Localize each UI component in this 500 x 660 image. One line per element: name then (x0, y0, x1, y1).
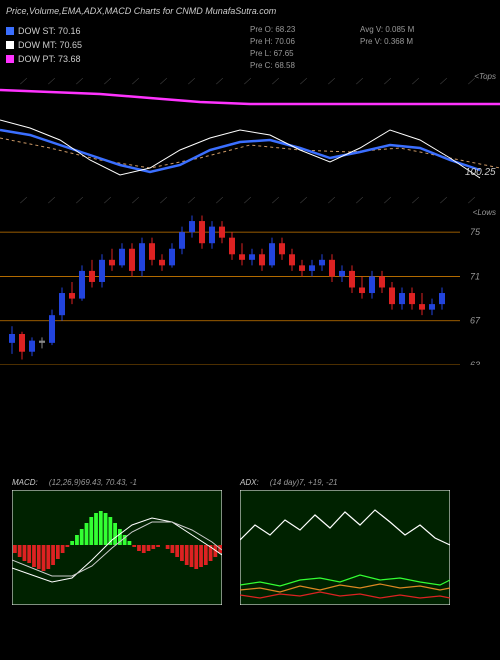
svg-text:⟋: ⟋ (355, 196, 364, 205)
legend-label: DOW PT: 73.68 (18, 52, 81, 66)
svg-text:⟋: ⟋ (187, 196, 196, 205)
svg-text:⟋: ⟋ (271, 77, 280, 86)
svg-text:100.25: 100.25 (465, 167, 496, 178)
upper-axis-top: <Tops (474, 72, 496, 81)
svg-text:⟋: ⟋ (327, 77, 336, 86)
svg-text:⟋: ⟋ (159, 77, 168, 86)
svg-text:⟋: ⟋ (271, 196, 280, 205)
svg-text:75: 75 (470, 227, 481, 237)
svg-text:67: 67 (470, 316, 481, 326)
svg-text:⟋: ⟋ (439, 77, 448, 86)
svg-text:⟋: ⟋ (47, 196, 56, 205)
svg-text:⟋: ⟋ (327, 196, 336, 205)
svg-text:⟋: ⟋ (383, 196, 392, 205)
stat-row: Pre L: 67.65 (250, 48, 350, 60)
legend-item: DOW PT: 73.68 (6, 52, 82, 66)
stat-row: Avg V: 0.085 M (360, 24, 460, 36)
svg-text:71: 71 (470, 271, 480, 281)
legend-label: DOW MT: 70.65 (18, 38, 82, 52)
svg-text:⟋: ⟋ (103, 77, 112, 86)
stat-row: Pre V: 0.368 M (360, 36, 460, 48)
svg-text:⟋: ⟋ (467, 196, 476, 205)
legend-swatch (6, 55, 14, 63)
adx-chart (240, 490, 450, 605)
svg-text:⟋: ⟋ (215, 196, 224, 205)
svg-text:⟋: ⟋ (131, 77, 140, 86)
svg-text:⟋: ⟋ (103, 196, 112, 205)
svg-text:⟋: ⟋ (383, 77, 392, 86)
svg-text:⟋: ⟋ (75, 77, 84, 86)
svg-text:⟋: ⟋ (187, 77, 196, 86)
svg-text:⟋: ⟋ (75, 196, 84, 205)
chart-title: Price,Volume,EMA,ADX,MACD Charts for CNM… (6, 6, 276, 16)
adx-label: ADX: (14 day)7, +19, -21 (240, 478, 338, 487)
upper-indicator-chart: ⟋⟋⟋⟋⟋⟋⟋⟋⟋⟋⟋⟋⟋⟋⟋⟋⟋100.25⟋⟋⟋⟋⟋⟋⟋⟋⟋⟋⟋⟋⟋⟋⟋⟋⟋ (0, 70, 500, 205)
legend-swatch (6, 27, 14, 35)
svg-text:⟋: ⟋ (159, 196, 168, 205)
svg-text:⟋: ⟋ (131, 196, 140, 205)
svg-text:⟋: ⟋ (439, 196, 448, 205)
svg-text:⟋: ⟋ (299, 77, 308, 86)
svg-text:⟋: ⟋ (411, 196, 420, 205)
legend-label: DOW ST: 70.16 (18, 24, 81, 38)
macd-label: MACD: (12,26,9)69.43, 70.43, -1 (12, 478, 137, 487)
svg-text:⟋: ⟋ (19, 77, 28, 86)
stat-row: Pre H: 70.06 (250, 36, 350, 48)
legend: DOW ST: 70.16DOW MT: 70.65DOW PT: 73.68 (6, 24, 82, 66)
svg-text:⟋: ⟋ (243, 77, 252, 86)
svg-text:⟋: ⟋ (355, 77, 364, 86)
stat-row: Pre O: 68.23 (250, 24, 350, 36)
svg-text:⟋: ⟋ (411, 77, 420, 86)
legend-swatch (6, 41, 14, 49)
svg-text:63: 63 (470, 360, 480, 365)
macd-chart (12, 490, 222, 605)
stats-block: Pre O: 68.23Pre H: 70.06Pre L: 67.65 Pre … (250, 24, 460, 72)
svg-text:⟋: ⟋ (243, 196, 252, 205)
svg-text:⟋: ⟋ (47, 77, 56, 86)
svg-text:⟋: ⟋ (299, 196, 308, 205)
price-candle-chart: 75 71 67 63 (0, 210, 500, 365)
legend-item: DOW MT: 70.65 (6, 38, 82, 52)
svg-text:⟋: ⟋ (215, 77, 224, 86)
svg-text:⟋: ⟋ (19, 196, 28, 205)
legend-item: DOW ST: 70.16 (6, 24, 82, 38)
